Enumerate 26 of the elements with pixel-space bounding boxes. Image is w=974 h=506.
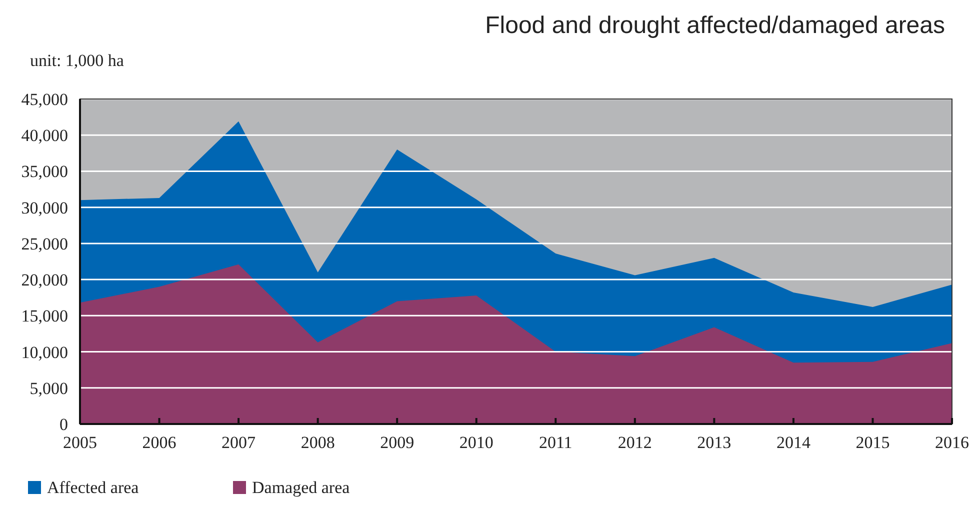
y-tick-label: 30,000 [21,198,68,218]
y-tick-label: 5,000 [30,378,68,398]
x-tick-label: 2016 [935,433,969,452]
x-tick-label: 2008 [300,433,335,452]
y-tick-label: 45,000 [21,90,68,109]
y-tick-label: 20,000 [21,270,68,290]
x-tick-label: 2005 [63,433,97,452]
chart-title: Flood and drought affected/damaged areas [485,12,945,39]
x-tick-label: 2006 [142,433,176,452]
y-tick-label: 0 [60,415,68,434]
x-tick-label: 2009 [380,433,414,452]
y-tick-label: 10,000 [21,342,68,362]
y-tick-label: 35,000 [21,162,68,182]
legend-label: Damaged area [252,478,350,497]
x-tick-label: 2007 [222,433,256,452]
x-tick-label: 2010 [459,433,494,452]
legend-label: Affected area [47,478,140,497]
x-tick-label: 2012 [618,433,652,452]
y-axis-title: unit: 1,000 ha [30,51,124,70]
x-tick-label: 2011 [538,433,572,452]
y-tick-label: 25,000 [21,234,68,254]
x-tick-label: 2015 [856,433,890,452]
y-tick-label: 40,000 [21,126,68,146]
x-tick-label: 2013 [697,433,732,452]
y-tick-label: 15,000 [21,306,68,326]
x-tick-label: 2014 [776,433,811,452]
